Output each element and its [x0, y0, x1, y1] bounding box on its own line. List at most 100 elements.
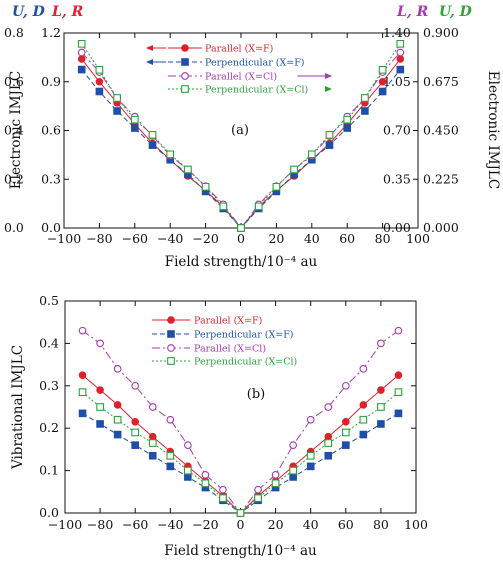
data-point: [378, 65, 387, 74]
y-axis-label-right: Electronic IMJLC: [485, 71, 501, 189]
data-point: [271, 470, 280, 479]
y-tick-label-lr-left: 0.0: [41, 220, 61, 235]
data-point: [219, 494, 227, 503]
panel-a-chart: −100 −80 −60 −40 −20 0 20 40 60 80 100 0.0 0.0 0.00 0.…: [4, 4, 501, 270]
x-axis-label: Field strength/10⁻⁴ au: [164, 543, 317, 559]
data-point: [394, 371, 403, 380]
x-tick-label: 0: [237, 231, 245, 246]
data-point: [78, 409, 87, 418]
y-tick-label: 0.1: [39, 463, 59, 478]
data-point: [377, 420, 385, 428]
data-point: [131, 418, 139, 426]
data-point: [77, 65, 86, 74]
data-point: [306, 415, 315, 424]
x-tick-label: 60: [339, 231, 355, 246]
data-point: [343, 124, 351, 132]
data-point: [361, 94, 369, 102]
data-point: [201, 182, 210, 191]
legend-label: Parallel (X=Cl): [194, 344, 266, 355]
data-point: [394, 409, 403, 418]
data-point: [113, 415, 122, 424]
x-axis-label: Field strength/10⁻⁴ au: [165, 254, 318, 270]
data-point: [359, 364, 368, 373]
x-tick-label: 20: [268, 231, 284, 246]
y-tick-label: 0.0: [39, 505, 59, 520]
data-point: [237, 224, 245, 232]
x-tick-label: 0: [237, 517, 245, 532]
data-point: [78, 371, 87, 380]
y-tick-label: 0.4: [39, 335, 59, 350]
legend-label: Perpendicular (X=Cl): [194, 357, 297, 368]
header-right-lr: L, R: [396, 4, 428, 20]
y-tick-label-ud-right: 0.675: [423, 74, 459, 89]
legend-arrowhead: [325, 86, 332, 92]
data-point: [166, 451, 175, 460]
data-point: [236, 509, 245, 517]
data-point: [184, 473, 192, 481]
x-tick-label: −80: [86, 231, 112, 246]
x-tick-label: −20: [192, 231, 218, 246]
data-point: [77, 55, 86, 63]
x-tick-label: −40: [157, 517, 183, 532]
data-point: [166, 462, 175, 471]
data-point: [96, 386, 104, 394]
data-point: [306, 462, 315, 471]
data-point: [130, 115, 139, 124]
y-tick-label-ud-left: 0.0: [4, 220, 24, 235]
data-point: [396, 39, 405, 48]
data-point: [289, 466, 298, 475]
data-point: [342, 418, 350, 426]
x-tick-label: −100: [47, 231, 81, 246]
data-point: [396, 48, 405, 57]
y-tick-label-ud-right: 0.000: [423, 220, 459, 235]
data-point: [377, 339, 385, 348]
data-point: [378, 77, 387, 86]
data-point: [96, 339, 104, 348]
data-point: [325, 130, 334, 139]
y-tick-label-ud-left: 0.2: [4, 171, 24, 186]
x-tick-label: −60: [122, 517, 148, 532]
data-point: [324, 403, 333, 411]
data-point: [201, 470, 210, 479]
data-point: [325, 141, 334, 149]
data-point: [254, 202, 263, 211]
data-point: [78, 326, 87, 335]
data-point: [306, 451, 315, 460]
legend-label: Parallel (X=F): [205, 44, 273, 55]
x-tick-label: −40: [157, 231, 183, 246]
series-line-3: [82, 391, 399, 514]
data-point: [96, 420, 104, 428]
legend-marker: [167, 344, 175, 352]
data-point: [95, 87, 104, 96]
y-tick-label-ud-right: 0.900: [423, 25, 459, 40]
legend-label: Perpendicular (X=F): [194, 330, 294, 341]
header-left-lr: L, R: [51, 4, 83, 20]
data-point: [148, 141, 157, 149]
data-point: [394, 326, 403, 335]
data-point: [131, 381, 140, 390]
data-point: [324, 451, 333, 460]
y-tick-label-lr-right: 1.05: [383, 74, 411, 89]
data-point: [377, 403, 385, 411]
data-point: [359, 415, 368, 424]
data-point: [342, 441, 350, 449]
data-point: [184, 165, 192, 174]
data-point: [272, 182, 281, 191]
data-point: [113, 94, 121, 102]
data-point: [396, 55, 405, 63]
legend-label: Parallel (X=Cl): [205, 72, 277, 83]
data-point: [378, 87, 387, 96]
x-tick-label: 80: [373, 517, 389, 532]
y-tick-label-lr-right: 0.00: [383, 220, 411, 235]
data-point: [148, 403, 157, 411]
data-point: [254, 485, 262, 494]
y-tick-label-lr-right: 1.40: [383, 25, 411, 40]
y-tick-label: 0.5: [39, 293, 59, 308]
data-point: [271, 479, 280, 488]
legend-marker: [181, 85, 189, 93]
panel-label: (a): [231, 123, 249, 138]
legend-label: Perpendicular (X=F): [205, 58, 305, 69]
x-tick-label: −60: [122, 231, 148, 246]
legend-label: Parallel (X=F): [194, 316, 262, 327]
